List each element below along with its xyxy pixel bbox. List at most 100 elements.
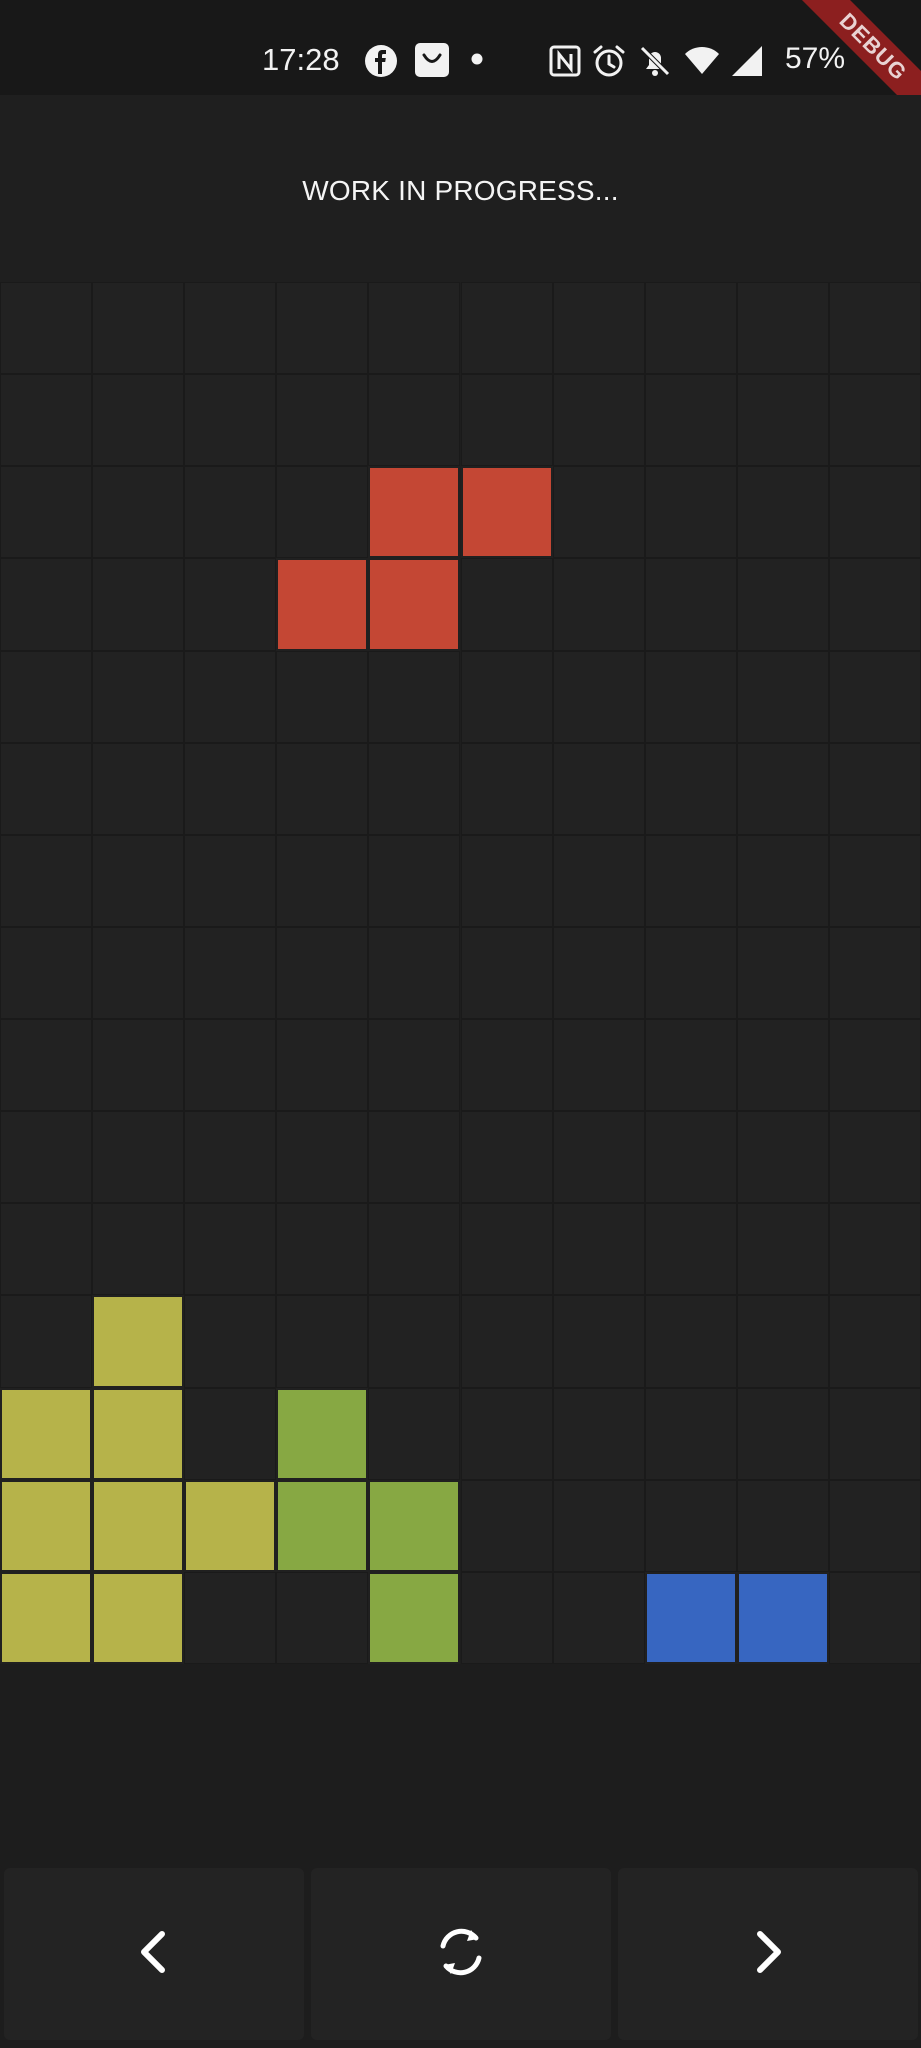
facebook-icon bbox=[364, 44, 398, 78]
board-cell bbox=[828, 834, 921, 927]
red-s-piece-block bbox=[368, 558, 461, 651]
status-time: 17:28 bbox=[262, 42, 340, 77]
board-cell bbox=[828, 650, 921, 743]
board-cell bbox=[460, 1111, 553, 1204]
board-cell bbox=[0, 650, 93, 743]
board-cell bbox=[552, 1295, 645, 1388]
battery-percentage: 57% bbox=[785, 42, 846, 75]
board-cell bbox=[368, 1203, 461, 1296]
board-cell bbox=[552, 1571, 645, 1664]
game-board[interactable] bbox=[0, 282, 921, 1664]
board-cell bbox=[92, 742, 185, 835]
board-cell bbox=[552, 1111, 645, 1204]
board-cell bbox=[552, 1387, 645, 1480]
board-cell bbox=[552, 558, 645, 651]
red-s-piece-block bbox=[276, 558, 369, 651]
board-cell bbox=[460, 558, 553, 651]
board-cell bbox=[736, 374, 829, 467]
dot-icon bbox=[470, 52, 484, 66]
green-piece-block bbox=[368, 1571, 461, 1664]
board-cell bbox=[184, 834, 277, 927]
board-cell bbox=[460, 1387, 553, 1480]
board-cell bbox=[368, 282, 461, 375]
olive-stack-block bbox=[0, 1571, 93, 1664]
board-cell bbox=[276, 1203, 369, 1296]
board-cell bbox=[552, 466, 645, 559]
olive-stack-block bbox=[92, 1571, 185, 1664]
board-cell bbox=[460, 926, 553, 1020]
board-cell bbox=[184, 1203, 277, 1296]
olive-stack-block bbox=[92, 1479, 185, 1572]
board-cell bbox=[184, 374, 277, 467]
blue-piece-block bbox=[736, 1571, 829, 1664]
board-cell bbox=[828, 282, 921, 375]
board-cell bbox=[460, 1295, 553, 1388]
blue-piece-block bbox=[644, 1571, 737, 1664]
board-cell bbox=[460, 1571, 553, 1664]
red-s-piece-block bbox=[460, 466, 553, 559]
wifi-icon bbox=[684, 44, 719, 78]
board-cell bbox=[644, 650, 737, 743]
board-cell bbox=[552, 650, 645, 743]
board-cell bbox=[184, 742, 277, 835]
rotate-button[interactable] bbox=[311, 1868, 611, 2040]
green-piece-block bbox=[276, 1479, 369, 1572]
board-cell bbox=[0, 558, 93, 651]
board-cell bbox=[828, 1387, 921, 1480]
olive-stack-block bbox=[92, 1387, 185, 1480]
olive-stack-block bbox=[0, 1387, 93, 1480]
board-cell bbox=[552, 282, 645, 375]
board-cell bbox=[460, 650, 553, 743]
board-cell bbox=[736, 466, 829, 559]
board-cell bbox=[644, 1019, 737, 1112]
move-left-button[interactable] bbox=[4, 1868, 304, 2040]
olive-stack-block bbox=[0, 1479, 93, 1572]
board-cell bbox=[736, 1111, 829, 1204]
board-cell bbox=[828, 1295, 921, 1388]
board-cell bbox=[644, 1203, 737, 1296]
board-cell bbox=[644, 282, 737, 375]
board-cell bbox=[92, 374, 185, 467]
board-cell bbox=[0, 834, 93, 927]
board-cell bbox=[460, 742, 553, 835]
board-cell bbox=[828, 1479, 921, 1572]
board-cell bbox=[276, 926, 369, 1020]
board-cell bbox=[276, 1571, 369, 1664]
board-cell bbox=[828, 558, 921, 651]
board-cell bbox=[828, 1571, 921, 1664]
move-right-button[interactable] bbox=[618, 1868, 918, 2040]
board-cell bbox=[828, 926, 921, 1020]
board-cell bbox=[276, 374, 369, 467]
board-cell bbox=[736, 1479, 829, 1572]
board-cell bbox=[92, 1019, 185, 1112]
board-cell bbox=[736, 558, 829, 651]
alarm-icon bbox=[592, 44, 626, 78]
board-cell bbox=[644, 1387, 737, 1480]
board-cell bbox=[0, 742, 93, 835]
board-cell bbox=[184, 926, 277, 1020]
board-cell bbox=[92, 282, 185, 375]
board-cell bbox=[644, 1479, 737, 1572]
board-cell bbox=[0, 926, 93, 1020]
board-cell bbox=[92, 1111, 185, 1204]
board-cell bbox=[644, 466, 737, 559]
board-cell bbox=[736, 926, 829, 1020]
board-cell bbox=[644, 1111, 737, 1204]
board-cell bbox=[828, 742, 921, 835]
board-cell bbox=[460, 374, 553, 467]
board-cell bbox=[368, 1295, 461, 1388]
board-cell bbox=[276, 1295, 369, 1388]
board-cell bbox=[828, 1019, 921, 1112]
board-cell bbox=[368, 1387, 461, 1480]
status-bar: 17:28 bbox=[0, 0, 921, 95]
cellular-signal-icon bbox=[730, 44, 764, 78]
board-cell bbox=[368, 742, 461, 835]
board-cell bbox=[184, 1111, 277, 1204]
nfc-icon bbox=[548, 44, 582, 78]
board-cell bbox=[552, 1203, 645, 1296]
board-cell bbox=[0, 1295, 93, 1388]
board-cell bbox=[736, 1295, 829, 1388]
board-cell bbox=[276, 282, 369, 375]
board-cell bbox=[552, 834, 645, 927]
board-cell bbox=[736, 834, 829, 927]
